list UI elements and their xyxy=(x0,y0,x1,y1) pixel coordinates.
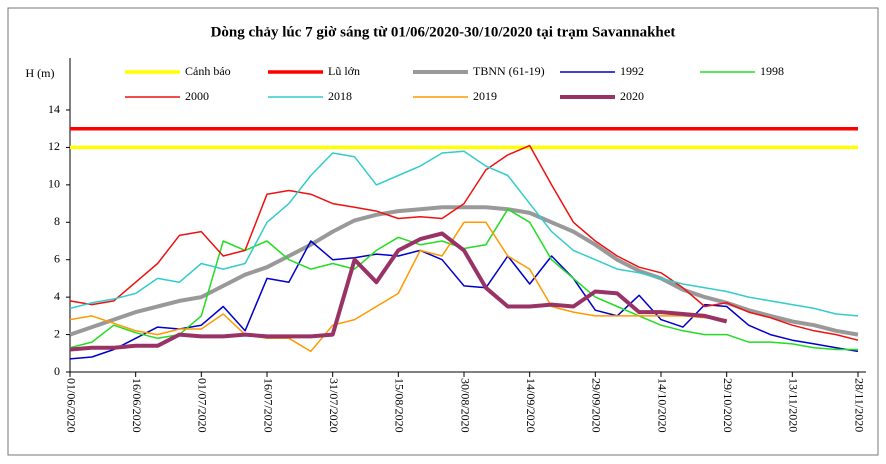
x-tick-label: 31/07/2020 xyxy=(327,378,341,433)
x-tick-label: 29/10/2020 xyxy=(721,378,735,433)
x-tick-label: 30/08/2020 xyxy=(458,378,472,433)
legend-label: TBNN (61-19) xyxy=(473,64,545,78)
y-tick-label: 8 xyxy=(54,214,60,228)
y-tick-label: 12 xyxy=(48,139,60,153)
series-line xyxy=(69,150,859,317)
x-tick-label: 16/06/2020 xyxy=(130,378,144,433)
x-tick-label: 14/09/2020 xyxy=(524,378,538,433)
x-tick-label: 28/11/2020 xyxy=(852,378,866,432)
x-tick-label: 01/06/2020 xyxy=(64,378,78,433)
y-tick-label: 14 xyxy=(48,102,60,116)
legend-label: 1992 xyxy=(620,64,644,78)
legend-label: 1998 xyxy=(760,64,784,78)
legend-label: 2018 xyxy=(328,89,352,103)
y-tick-label: 4 xyxy=(54,289,60,303)
chart-title: Dòng chảy lúc 7 giờ sáng từ 01/06/2020-3… xyxy=(211,24,676,40)
series-line xyxy=(69,221,727,353)
series-line xyxy=(69,144,859,341)
x-tick-label: 13/11/2020 xyxy=(787,378,801,432)
x-tick-label: 29/09/2020 xyxy=(590,378,604,433)
x-tick-label: 15/08/2020 xyxy=(393,378,407,433)
y-tick-label: 10 xyxy=(48,177,60,191)
y-axis-label: H (m) xyxy=(26,66,55,80)
legend-label: 2020 xyxy=(620,89,644,103)
y-tick-label: 2 xyxy=(54,326,60,340)
x-tick-label: 14/10/2020 xyxy=(655,378,669,433)
series-line xyxy=(69,231,728,352)
legend-label: 2019 xyxy=(473,89,497,103)
x-tick-label: 01/07/2020 xyxy=(196,378,210,433)
chart-frame xyxy=(7,7,879,456)
legend-label: 2000 xyxy=(185,89,209,103)
y-tick-label: 0 xyxy=(54,364,60,378)
series-line xyxy=(69,240,859,360)
x-tick-label: 16/07/2020 xyxy=(261,378,275,433)
y-tick-label: 6 xyxy=(54,251,60,265)
legend-label: Lũ lớn xyxy=(328,64,360,78)
legend-label: Cảnh báo xyxy=(185,64,231,78)
